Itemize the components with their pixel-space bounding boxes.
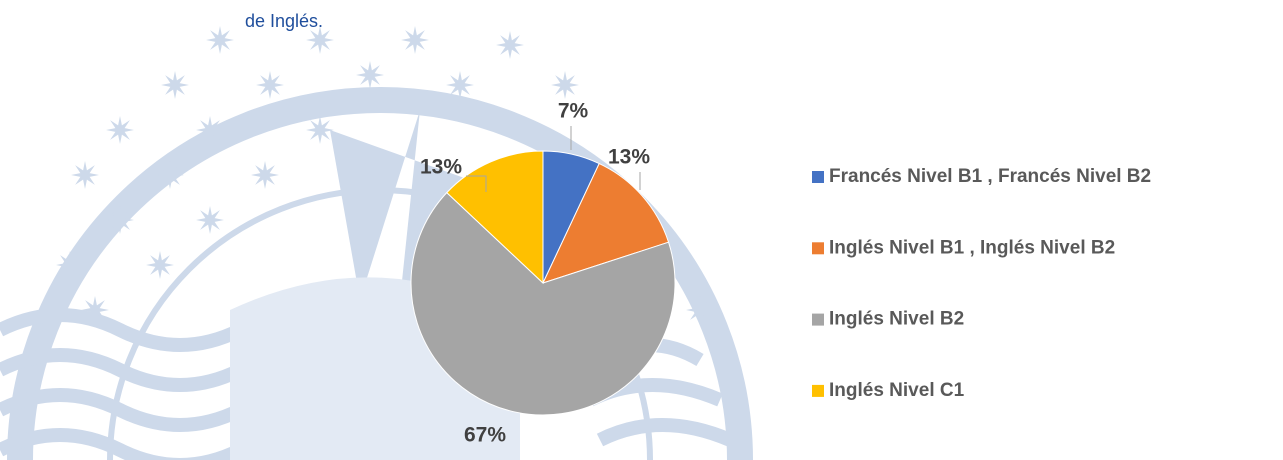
star — [306, 116, 334, 144]
data-label: 7% — [558, 100, 589, 123]
page: de Inglés. 7% 13% 67% 13% Francés Nivel B1 … — [0, 0, 1283, 460]
star — [81, 296, 109, 324]
star — [401, 26, 429, 54]
star — [256, 71, 284, 99]
star — [206, 26, 234, 54]
header-text: de Inglés. — [245, 11, 323, 31]
star — [196, 206, 224, 234]
data-label: 13% — [420, 156, 462, 179]
star — [446, 71, 474, 99]
legend-label: Inglés Nivel B2 — [829, 309, 964, 330]
data-label: 67% — [464, 424, 506, 447]
star — [56, 251, 84, 279]
legend-label: Francés Nivel B1 , Francés Nivel B2 — [829, 166, 1151, 187]
star — [161, 71, 189, 99]
legend-swatch — [812, 171, 824, 183]
star — [106, 116, 134, 144]
data-label: 13% — [608, 146, 650, 169]
star — [106, 206, 134, 234]
legend-label: Inglés Nivel C1 — [829, 380, 965, 401]
chart: de Inglés. 7% 13% 67% 13% Francés Nivel B1 … — [0, 0, 1283, 460]
star — [551, 71, 579, 99]
star — [686, 296, 714, 324]
star — [496, 31, 524, 59]
legend-label: Inglés Nivel B1 , Inglés Nivel B2 — [829, 237, 1115, 258]
legend-swatch — [812, 314, 824, 326]
star — [196, 116, 224, 144]
star — [251, 161, 279, 189]
star — [156, 161, 184, 189]
star — [146, 251, 174, 279]
legend-swatch — [812, 385, 824, 397]
legend-swatch — [812, 242, 824, 254]
star — [71, 161, 99, 189]
star — [356, 61, 384, 89]
